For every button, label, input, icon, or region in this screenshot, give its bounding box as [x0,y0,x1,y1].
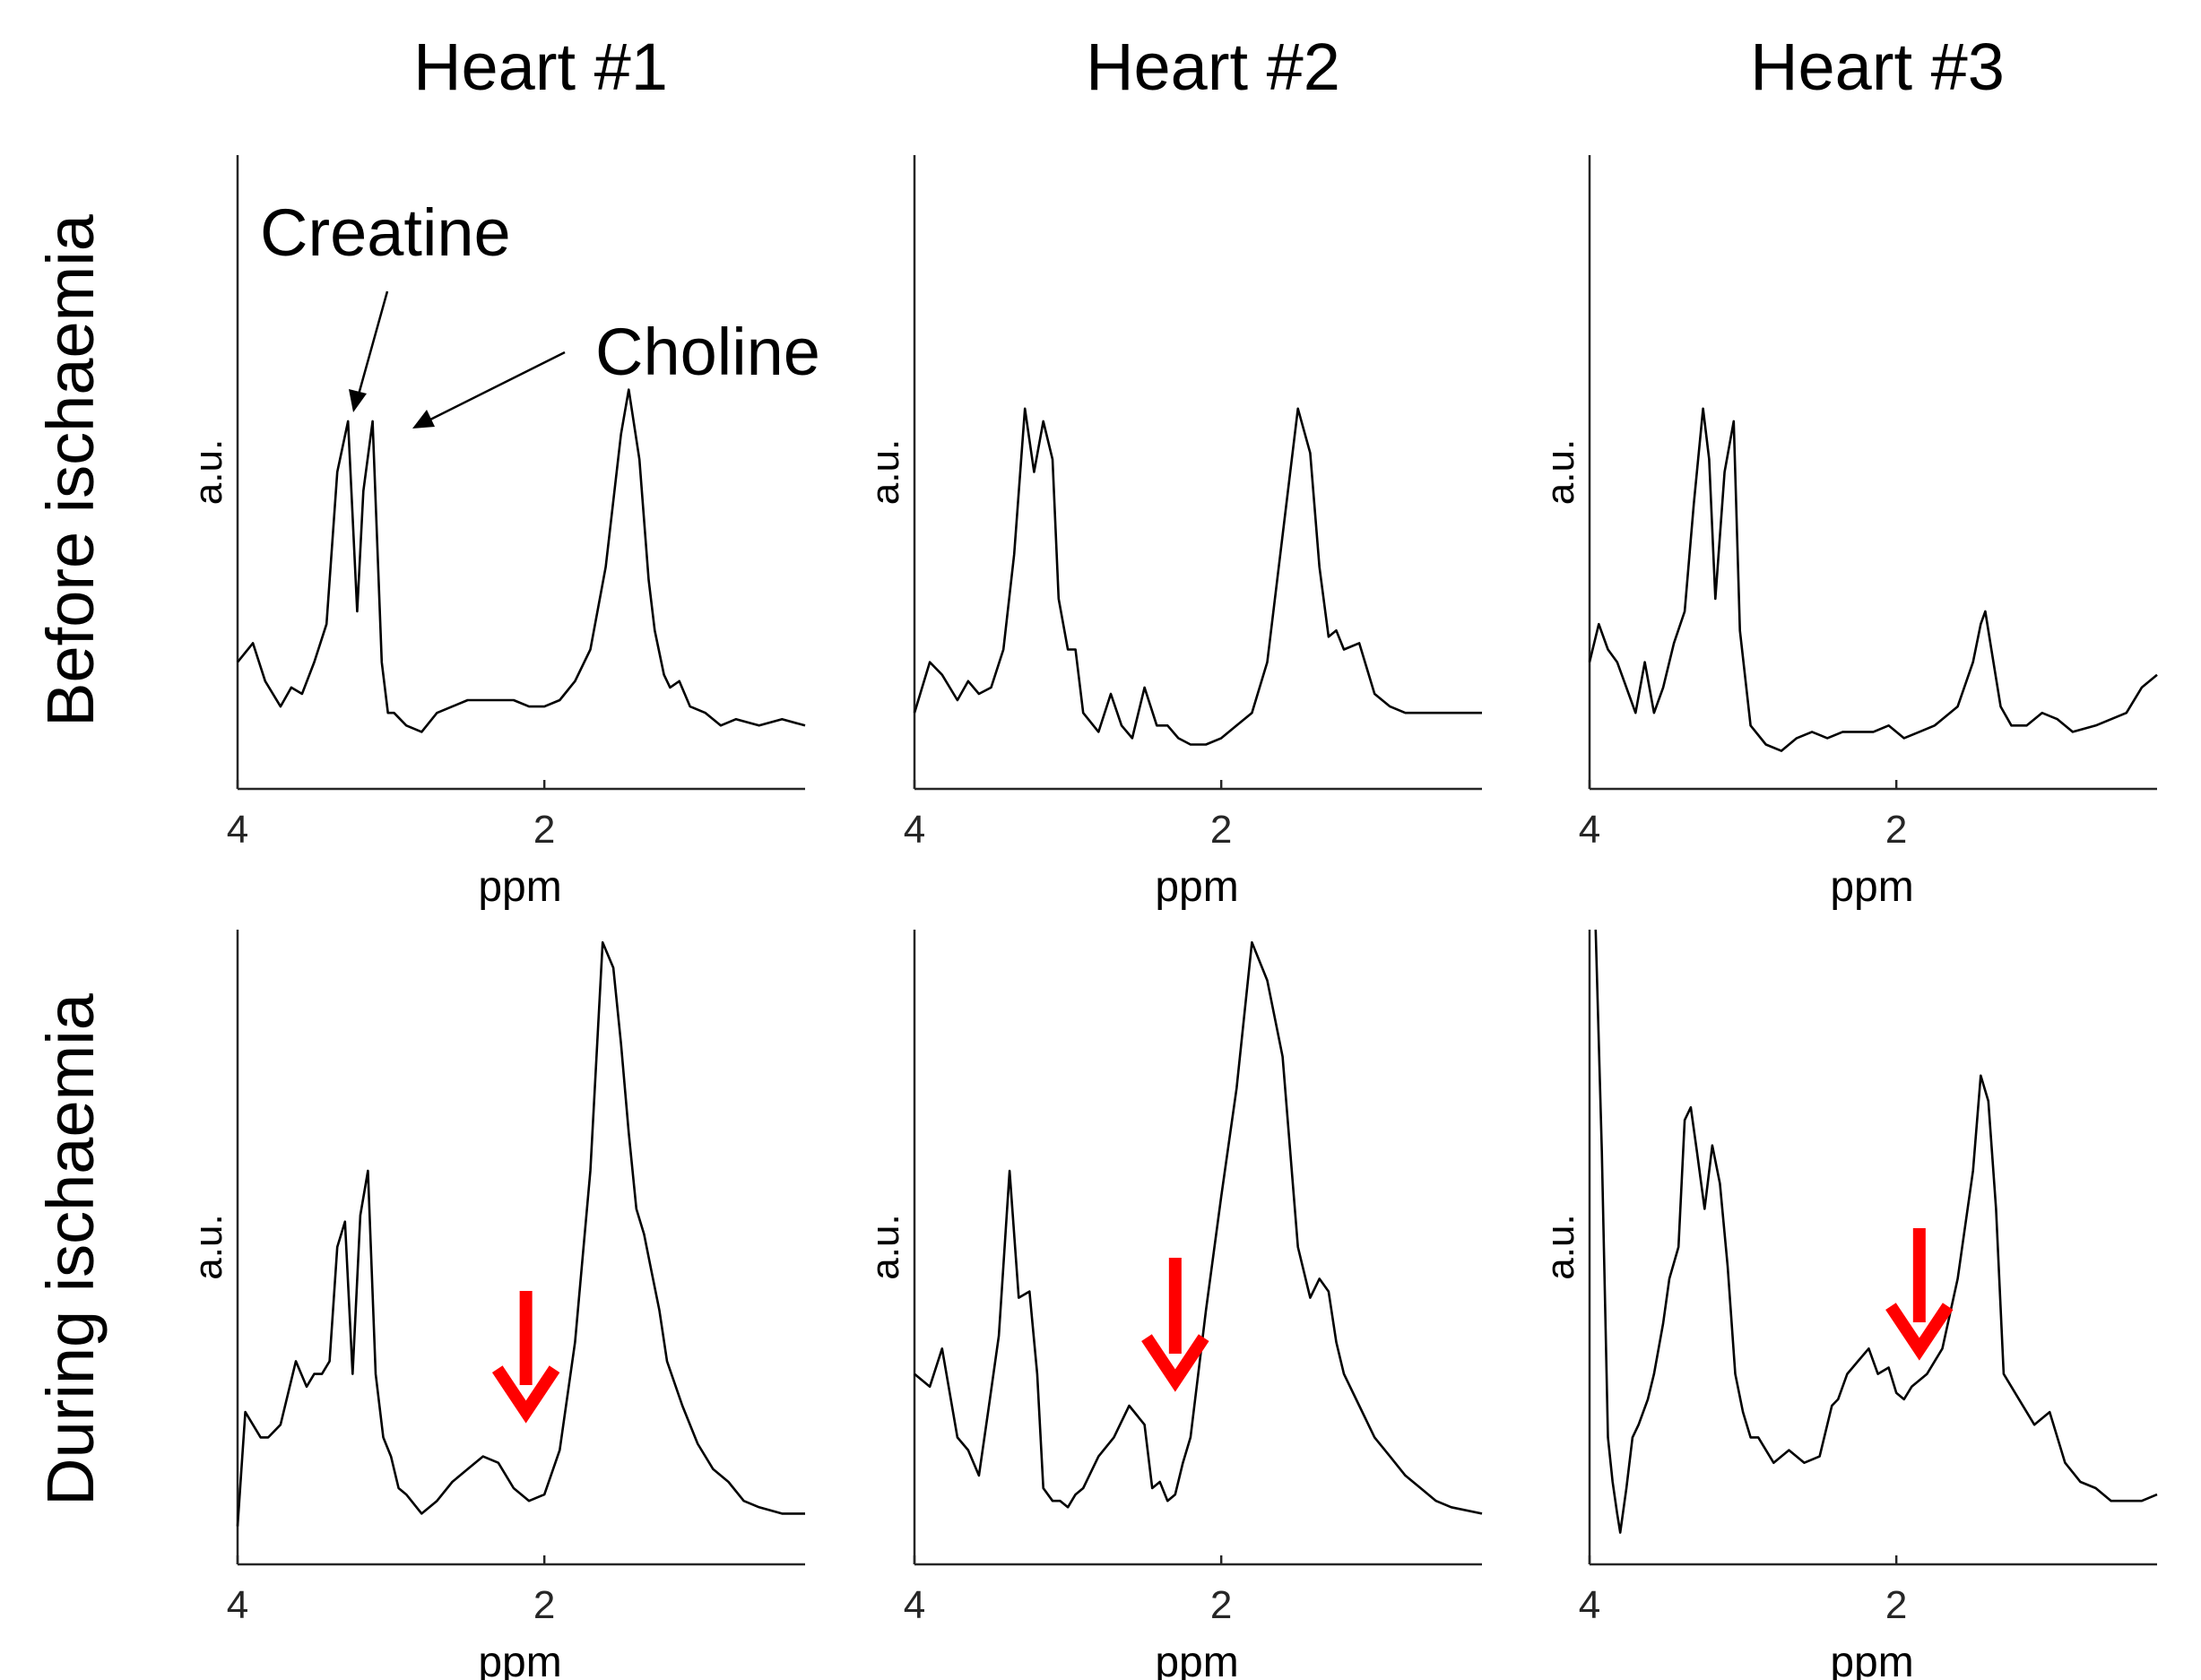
x-axis-label: ppm [1830,863,1913,911]
column-title-heart-2: Heart #2 [1086,30,1340,104]
annotation-layer: Creatine Choline [260,195,820,429]
x-tick-label: 4 [904,808,925,852]
x-tick-label: 4 [1579,1583,1600,1627]
x-axis-label: ppm [478,1639,561,1680]
panel-3-before: 4 2 ppm a.u. [1538,155,2158,911]
panel-2-before: 4 2 ppm a.u. [863,155,1482,911]
x-tick-label: 4 [227,1583,248,1627]
y-axis-label: a.u. [1538,1214,1582,1279]
panel-1-during: 4 2 ppm a.u. [186,930,805,1680]
x-tick-label: 2 [533,1583,555,1627]
row-title-during-ischaemia: During ischaemia [33,992,108,1506]
row-title-before-ischaemia: Before ischaemia [33,213,108,727]
x-tick-label: 2 [1885,1583,1907,1627]
y-axis-label: a.u. [863,1214,907,1279]
spectrum-line [236,388,806,733]
spectrum-line [1588,407,2158,752]
spectrum-line [913,407,1482,746]
x-axis-label: ppm [1830,1639,1913,1680]
x-axis-label: ppm [1155,1639,1238,1680]
x-tick-label: 2 [1885,808,1907,852]
panel-2-during: 4 2 ppm a.u. [863,930,1483,1680]
spectrum-line [1594,929,2158,1534]
y-axis-label: a.u. [186,439,230,505]
panel-1-before: 4 2 ppm a.u. [186,155,806,911]
x-tick-label: 2 [1210,808,1232,852]
red-arrow-head [1141,1334,1209,1392]
x-axis-label: ppm [478,863,561,911]
x-tick-label: 2 [533,808,555,852]
x-tick-label: 4 [227,808,248,852]
x-tick-label: 2 [1210,1583,1232,1627]
spectrum-line [236,940,805,1527]
x-axis-label: ppm [1155,863,1238,911]
creatine-annotation: Creatine [260,195,511,270]
column-title-heart-1: Heart #1 [413,30,668,104]
creatine-arrow-head [349,389,367,412]
spectrum-line [914,940,1483,1515]
creatine-arrow-shaft [357,290,389,395]
red-arrow-head [1885,1303,1954,1361]
x-tick-label: 4 [1579,808,1600,852]
choline-annotation: Choline [595,315,820,389]
y-axis-label: a.u. [186,1214,230,1279]
column-title-heart-3: Heart #3 [1750,30,2005,104]
panels-layer: 4 2 ppm a.u. 4 2 ppm a.u. 4 2 ppm a.u. 4 2 ppm a.u. 4 2 pp… [186,155,2158,1680]
x-tick-label: 4 [904,1583,925,1627]
y-axis-label: a.u. [1538,439,1582,505]
y-axis-label: a.u. [863,439,907,505]
choline-arrow-shaft [429,351,566,421]
panel-3-during: 4 2 ppm a.u. [1538,929,2158,1680]
red-arrow-head [491,1365,560,1424]
choline-arrow-head [412,410,435,429]
